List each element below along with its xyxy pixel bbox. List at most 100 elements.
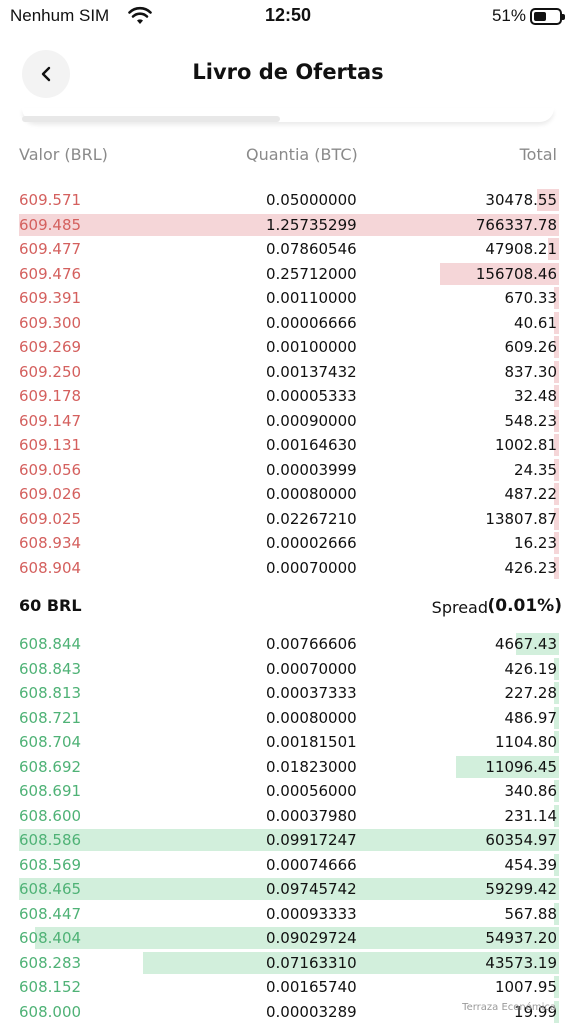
ask-total: 30478.55	[485, 191, 557, 209]
ask-price: 608.934	[19, 534, 82, 552]
back-button[interactable]	[22, 50, 70, 98]
bid-qty: 0.09029724	[266, 929, 357, 947]
status-bar: Nenhum SIM 12:50 51%	[0, 0, 576, 34]
bid-depth-bar	[554, 682, 559, 704]
ask-depth-bar	[554, 409, 559, 432]
ask-total: 487.22	[504, 485, 558, 503]
bid-row[interactable]: 608.152 0.00165740 1007.95	[0, 975, 576, 1000]
bid-price: 608.404	[19, 929, 82, 947]
ask-depth-bar	[554, 458, 559, 481]
bid-row[interactable]: 608.844 0.00766606 4667.43	[0, 632, 576, 657]
chevron-left-icon	[41, 66, 51, 82]
ask-row[interactable]: 609.477 0.07860546 47908.21	[0, 237, 576, 262]
ask-row[interactable]: 609.056 0.00003999 24.35	[0, 458, 576, 483]
ask-price: 609.485	[19, 215, 82, 234]
ask-row[interactable]: 609.147 0.00090000 548.23	[0, 409, 576, 434]
bid-row[interactable]: 608.404 0.09029724 54937.20	[0, 926, 576, 951]
ask-row[interactable]: 609.178 0.00005333 32.48	[0, 384, 576, 409]
ask-row[interactable]: 609.571 0.05000000 30478.55	[0, 188, 576, 213]
ask-total: 13807.87	[485, 509, 557, 528]
bid-total: 454.39	[504, 855, 558, 874]
bid-qty: 0.09745742	[266, 880, 357, 898]
ask-qty: 0.07860546	[266, 240, 357, 258]
bid-qty: 0.00037980	[266, 806, 357, 825]
ask-depth-bar	[554, 336, 559, 358]
bid-depth-bar	[554, 853, 559, 876]
carrier-label: Nenhum SIM	[10, 6, 110, 25]
ask-depth-bar	[554, 360, 559, 383]
ask-price: 609.300	[19, 313, 82, 332]
bid-total: 19.99	[514, 1002, 557, 1021]
ask-list: 609.571 0.05000000 30478.55 609.485 1.257352…	[0, 188, 576, 580]
ask-row[interactable]: 609.250 0.00137432 837.30	[0, 360, 576, 385]
ask-qty: 0.00006666	[266, 313, 357, 332]
ask-row[interactable]: 609.300 0.00006666 40.61	[0, 311, 576, 336]
ask-price: 609.056	[19, 460, 82, 479]
bid-total: 1104.80	[494, 733, 557, 751]
ask-row[interactable]: 608.934 0.00002666 16.23	[0, 531, 576, 556]
ask-row[interactable]: 609.485 1.25735299 766337.78	[0, 213, 576, 238]
bid-row[interactable]: 608.569 0.00074666 454.39	[0, 853, 576, 878]
bid-price: 608.691	[19, 782, 82, 800]
bid-row[interactable]: 608.465 0.09745742 59299.42	[0, 877, 576, 902]
bid-price: 608.586	[19, 831, 82, 849]
bid-price: 608.447	[19, 904, 82, 923]
bid-depth-bar	[554, 780, 559, 802]
bid-row[interactable]: 608.692 0.01823000 11096.45	[0, 755, 576, 780]
ask-row[interactable]: 609.476 0.25712000 156708.46	[0, 262, 576, 287]
ask-total: 609.26	[504, 338, 558, 356]
tab-indicator	[22, 116, 280, 122]
bid-total: 231.14	[504, 806, 558, 825]
ask-price: 609.178	[19, 387, 82, 405]
bid-total: 1007.95	[494, 978, 557, 996]
bid-row[interactable]: 608.843 0.00070000 426.19	[0, 657, 576, 682]
ask-row[interactable]: 609.131 0.00164630 1002.81	[0, 433, 576, 458]
bid-depth-bar	[143, 951, 559, 974]
bid-depth-bar	[19, 878, 559, 900]
bid-price: 608.283	[19, 953, 82, 972]
ask-qty: 0.00110000	[266, 289, 357, 307]
bid-total: 567.88	[504, 904, 558, 923]
ask-price: 609.571	[19, 191, 82, 209]
ask-total: 32.48	[514, 387, 557, 405]
bid-row[interactable]: 608.000 0.00003289 19.99	[0, 1000, 576, 1024]
last-price: 60 BRL	[19, 596, 82, 615]
ask-price: 609.025	[19, 509, 82, 528]
bid-price: 608.000	[19, 1002, 82, 1021]
column-header-price: Valor (BRL)	[19, 145, 108, 164]
ask-total: 426.23	[504, 558, 558, 577]
wifi-icon	[128, 6, 152, 24]
battery-icon	[530, 8, 565, 25]
ask-qty: 0.25712000	[266, 264, 357, 283]
bid-depth-bar	[554, 1000, 559, 1023]
bid-row[interactable]: 608.813 0.00037333 227.28	[0, 681, 576, 706]
bid-qty: 0.01823000	[266, 757, 357, 776]
spread-label: Spread	[431, 598, 488, 617]
bid-price: 608.721	[19, 708, 82, 727]
ask-row[interactable]: 609.269 0.00100000 609.26	[0, 335, 576, 360]
ask-qty: 0.00002666	[266, 534, 357, 552]
ask-depth-bar	[548, 238, 559, 260]
bid-row[interactable]: 608.704 0.00181501 1104.80	[0, 730, 576, 755]
ask-total: 47908.21	[485, 240, 557, 258]
bid-row[interactable]: 608.283 0.07163310 43573.19	[0, 951, 576, 976]
ask-row[interactable]: 609.025 0.02267210 13807.87	[0, 507, 576, 532]
bid-price: 608.844	[19, 635, 82, 653]
clock: 12:50	[264, 5, 312, 25]
bid-row[interactable]: 608.600 0.00037980 231.14	[0, 804, 576, 829]
bid-row[interactable]: 608.586 0.09917247 60354.97	[0, 828, 576, 853]
ask-price: 609.147	[19, 411, 82, 430]
bid-price: 608.813	[19, 684, 82, 702]
ask-qty: 1.25735299	[266, 215, 357, 234]
ask-row[interactable]: 608.904 0.00070000 426.23	[0, 556, 576, 581]
ask-row[interactable]: 609.391 0.00110000 670.33	[0, 286, 576, 311]
bid-depth-bar	[19, 829, 559, 851]
bid-row[interactable]: 608.721 0.00080000 486.97	[0, 706, 576, 731]
bid-row[interactable]: 608.691 0.00056000 340.86	[0, 779, 576, 804]
bid-row[interactable]: 608.447 0.00093333 567.88	[0, 902, 576, 927]
bid-qty: 0.00165740	[266, 978, 357, 996]
watermark-text: Terraza Económica	[462, 1002, 556, 1013]
bid-total: 227.28	[504, 684, 558, 702]
column-header-total: Total	[519, 145, 557, 164]
ask-row[interactable]: 609.026 0.00080000 487.22	[0, 482, 576, 507]
